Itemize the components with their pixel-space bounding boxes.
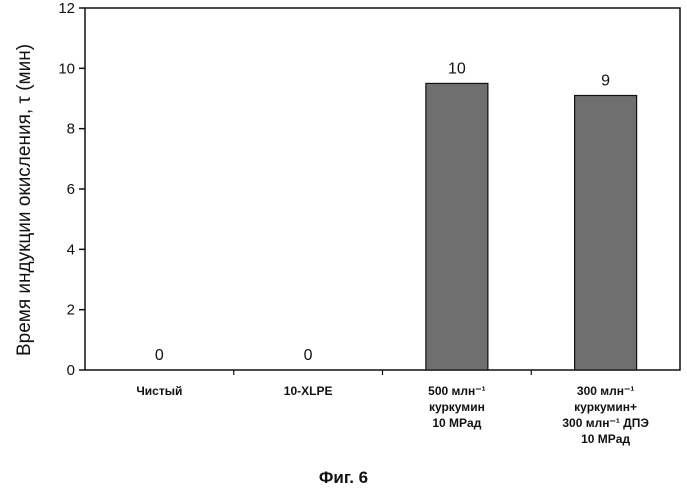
category-label-line: 10 MPад	[432, 416, 481, 430]
data-label-3: 9	[601, 72, 610, 89]
data-label-0: 0	[155, 347, 164, 364]
bar-2	[425, 82, 489, 371]
category-label-line: 300 млн⁻¹ ДПЭ	[562, 416, 649, 430]
data-label-2: 10	[448, 60, 466, 77]
data-label-1: 0	[304, 347, 313, 364]
y-tick-label-5: 10	[58, 60, 75, 77]
figure-caption: Фиг. 6	[318, 468, 369, 487]
y-tick-label-2: 4	[67, 241, 75, 258]
category-label-1: 10-XLPE	[284, 384, 333, 398]
category-label-line: 300 млн⁻¹	[577, 384, 634, 398]
category-label-line: куркумин+	[574, 400, 637, 414]
y-tick-label-4: 8	[67, 121, 75, 138]
category-label-line: куркумин	[429, 400, 485, 414]
y-tick-label-0: 0	[67, 362, 75, 379]
plot-area: 0 2 4 6 8 10 12 0 Чистый 0 10-XLPE 10 500 млн⁻¹ курку…	[58, 0, 681, 446]
category-label-3: 300 млн⁻¹ куркумин+ 300 млн⁻¹ ДПЭ 10 MPад	[562, 384, 649, 446]
bar-3	[574, 94, 638, 371]
category-label-line: 500 млн⁻¹	[428, 384, 485, 398]
y-tick-label-3: 6	[67, 181, 75, 198]
y-axis-label: Время индукции окисления, τ (мин)	[14, 44, 35, 356]
category-label-line: Чистый	[136, 384, 182, 398]
category-label-0: Чистый	[136, 384, 182, 398]
category-label-line: 10-XLPE	[284, 384, 333, 398]
bar-chart: 0 2 4 6 8 10 12 0 Чистый 0 10-XLPE 10 500 млн⁻¹ курку…	[14, 0, 681, 446]
y-tick-label-1: 2	[67, 302, 75, 319]
category-label-2: 500 млн⁻¹ куркумин 10 MPад	[428, 384, 485, 430]
y-tick-label-6: 12	[58, 0, 75, 17]
category-label-line: 10 MPад	[581, 432, 630, 446]
